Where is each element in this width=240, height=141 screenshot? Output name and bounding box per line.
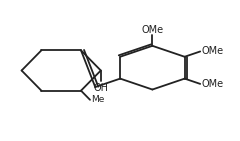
Text: OMe: OMe [201,79,223,89]
Text: OMe: OMe [141,25,163,35]
Text: Me: Me [91,95,104,104]
Text: OH: OH [93,83,108,93]
Text: OMe: OMe [201,47,223,56]
